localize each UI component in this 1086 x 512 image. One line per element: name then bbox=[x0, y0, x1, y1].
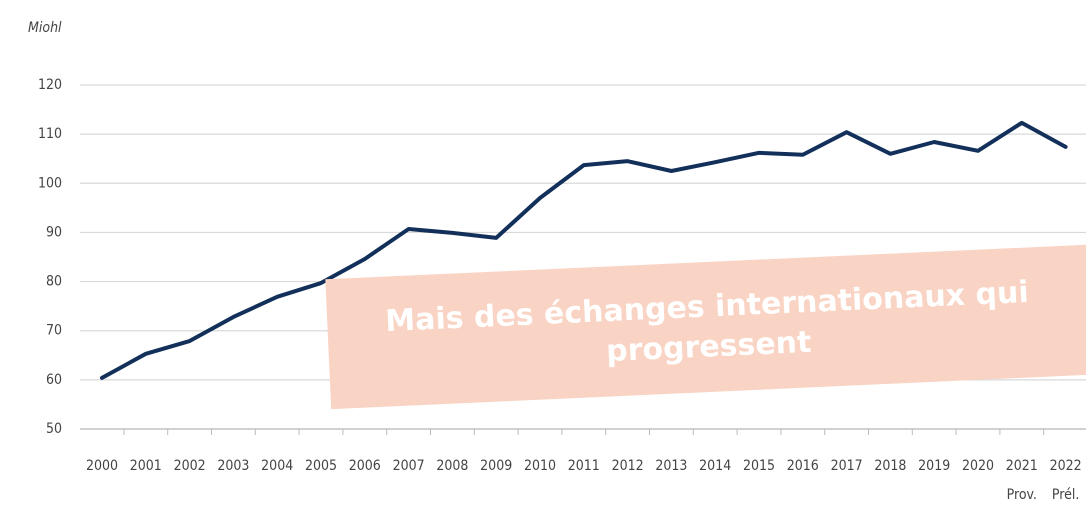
x-tick-label: 2006 bbox=[349, 458, 381, 474]
y-tick-label: 90 bbox=[46, 224, 62, 240]
x-tick-label: 2018 bbox=[874, 458, 906, 474]
x-tick-label: 2010 bbox=[524, 458, 556, 474]
data-line bbox=[100, 120, 1068, 380]
x-tick-label: 2013 bbox=[655, 458, 687, 474]
y-tick-label: 100 bbox=[38, 175, 62, 191]
annotation: Mais des échanges internationaux quiprog… bbox=[325, 244, 1086, 410]
y-tick-label: 50 bbox=[46, 421, 62, 437]
annotation-box bbox=[325, 244, 1086, 410]
x-tick-label: 2015 bbox=[743, 458, 775, 474]
x-tick-label: 2020 bbox=[962, 458, 994, 474]
x-tick-label: 2021 bbox=[1006, 458, 1038, 474]
y-tick-label: 70 bbox=[46, 323, 62, 339]
x-tick-label: 2012 bbox=[612, 458, 644, 474]
x-tick-label: 2001 bbox=[130, 458, 162, 474]
x-tick-label: 2009 bbox=[480, 458, 512, 474]
y-tick-label: 60 bbox=[46, 372, 62, 388]
x-tick-label: 2016 bbox=[787, 458, 819, 474]
x-tick-label: 2019 bbox=[918, 458, 950, 474]
x-tick-label: 2007 bbox=[393, 458, 425, 474]
y-tick-label: 80 bbox=[46, 274, 62, 290]
x-tick-label: 2011 bbox=[568, 458, 600, 474]
x-sublabel: Prov. bbox=[1007, 487, 1037, 503]
unit-label: Miohl bbox=[28, 20, 62, 36]
x-tick-label: 2022 bbox=[1050, 458, 1082, 474]
x-tick-label: 2003 bbox=[217, 458, 249, 474]
x-sublabel: Prél. bbox=[1052, 487, 1079, 503]
y-tick-label: 120 bbox=[38, 77, 62, 93]
x-tick-label: 2005 bbox=[305, 458, 337, 474]
x-tick-label: 2004 bbox=[261, 458, 293, 474]
x-tick-label: 2014 bbox=[699, 458, 731, 474]
x-tick-label: 2002 bbox=[174, 458, 206, 474]
x-tick-label: 2017 bbox=[831, 458, 863, 474]
y-tick-label: 110 bbox=[38, 126, 62, 142]
x-tick-label: 2000 bbox=[86, 458, 118, 474]
x-tick-label: 2008 bbox=[436, 458, 468, 474]
